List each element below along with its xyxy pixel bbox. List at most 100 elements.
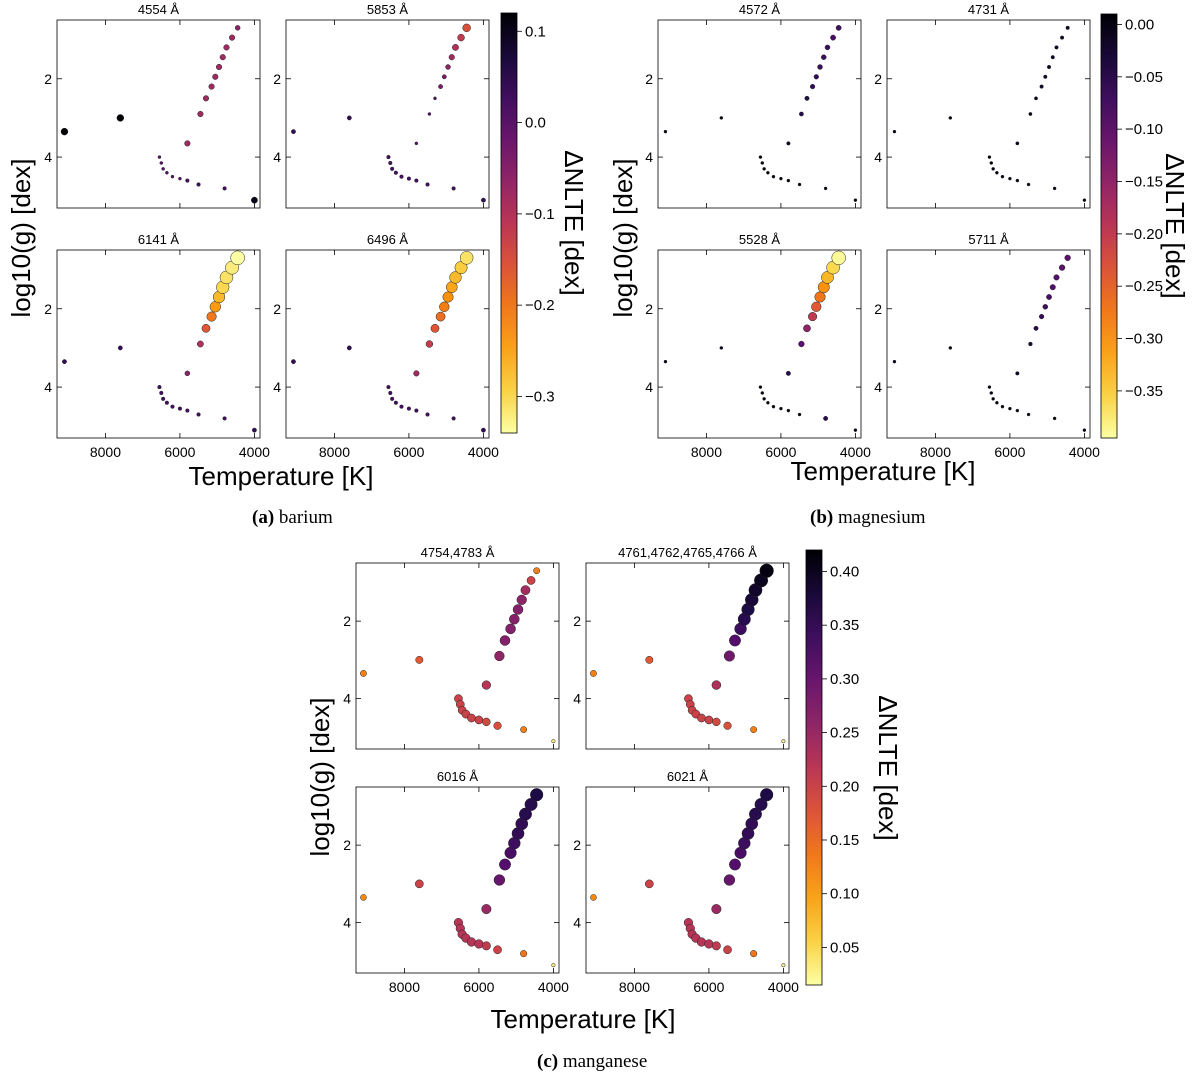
y-tick-label: 2 bbox=[44, 301, 52, 317]
data-point bbox=[1082, 428, 1087, 432]
x-tick-label: 8000 bbox=[619, 979, 650, 995]
data-point bbox=[1015, 178, 1020, 183]
data-point bbox=[760, 391, 765, 395]
data-point bbox=[1082, 198, 1087, 202]
data-point bbox=[771, 174, 776, 179]
y-tick-label: 2 bbox=[573, 837, 581, 853]
data-point bbox=[170, 174, 175, 179]
x-tick-label: 6000 bbox=[693, 979, 724, 995]
caption-label: (c) bbox=[537, 1051, 559, 1072]
data-point bbox=[831, 250, 846, 266]
data-point bbox=[663, 129, 668, 134]
data-point bbox=[1034, 96, 1038, 101]
panel-title: 5853 Å bbox=[367, 2, 409, 17]
colorbar-tick-label: 0.15 bbox=[830, 832, 859, 849]
data-point bbox=[1039, 84, 1044, 89]
caption-magnesium: (b) magnesium bbox=[810, 507, 926, 529]
data-point bbox=[474, 939, 484, 949]
data-point bbox=[853, 198, 858, 202]
data-point bbox=[509, 613, 520, 625]
data-point bbox=[157, 155, 162, 159]
colorbar-tick-label: −0.3 bbox=[525, 388, 555, 405]
x-tick-label: 4000 bbox=[538, 979, 569, 995]
data-point bbox=[551, 739, 556, 744]
data-point bbox=[60, 127, 69, 136]
y-axis-label: log10(g) [dex] bbox=[6, 159, 36, 318]
colorbar-tick-label: 0.30 bbox=[830, 671, 859, 688]
data-point bbox=[711, 680, 722, 690]
caption-text: manganese bbox=[562, 1051, 648, 1072]
data-point bbox=[835, 24, 842, 31]
data-point bbox=[474, 715, 484, 725]
data-point bbox=[758, 155, 763, 159]
data-point bbox=[645, 879, 654, 889]
plot-frame bbox=[285, 19, 490, 209]
data-point bbox=[433, 96, 437, 101]
data-point bbox=[164, 400, 169, 405]
data-point bbox=[1026, 182, 1031, 187]
data-point bbox=[202, 95, 210, 102]
data-point bbox=[206, 311, 217, 322]
data-point bbox=[197, 340, 204, 348]
data-point bbox=[251, 196, 258, 204]
x-tick-label: 8000 bbox=[90, 444, 121, 460]
y-tick-label: 4 bbox=[44, 379, 52, 395]
data-point bbox=[519, 807, 532, 821]
panel-title: 4731 Å bbox=[968, 2, 1010, 17]
x-tick-label: 6000 bbox=[994, 444, 1025, 460]
y-tick-label: 2 bbox=[645, 301, 653, 317]
data-point bbox=[425, 340, 434, 348]
x-tick-label: 8000 bbox=[319, 444, 350, 460]
data-point bbox=[346, 345, 352, 351]
data-point bbox=[697, 713, 706, 723]
data-point bbox=[230, 250, 245, 266]
data-point bbox=[1060, 35, 1065, 40]
data-point bbox=[360, 670, 367, 677]
x-tick-label: 4000 bbox=[768, 979, 799, 995]
data-point bbox=[219, 54, 226, 61]
y-tick-label: 4 bbox=[273, 149, 281, 165]
data-point bbox=[1046, 294, 1052, 300]
caption-text: magnesium bbox=[837, 507, 926, 528]
data-point bbox=[346, 115, 352, 121]
data-point bbox=[520, 585, 531, 595]
x-axis-label: Temperature [K] bbox=[189, 461, 374, 491]
data-point bbox=[414, 178, 419, 183]
data-point bbox=[388, 160, 393, 166]
plot-frame bbox=[585, 562, 790, 750]
data-point bbox=[1052, 416, 1057, 421]
colorbar bbox=[500, 12, 518, 434]
data-point bbox=[823, 415, 829, 421]
x-tick-label: 4000 bbox=[1069, 444, 1100, 460]
data-point bbox=[811, 301, 822, 312]
data-point bbox=[386, 155, 391, 160]
data-point bbox=[427, 112, 432, 116]
y-tick-label: 4 bbox=[573, 691, 581, 707]
data-point bbox=[425, 412, 430, 417]
data-point bbox=[451, 416, 456, 421]
y-tick-label: 4 bbox=[573, 915, 581, 931]
data-point bbox=[987, 385, 992, 389]
data-point bbox=[1042, 304, 1049, 310]
data-point bbox=[723, 874, 736, 886]
data-point bbox=[1008, 176, 1012, 181]
panel-title: 6021 Å bbox=[667, 769, 709, 784]
data-point bbox=[808, 312, 818, 322]
data-point bbox=[393, 170, 398, 175]
data-point bbox=[781, 739, 786, 744]
data-point bbox=[161, 396, 166, 401]
data-point bbox=[719, 346, 724, 350]
data-point bbox=[760, 788, 774, 802]
data-point bbox=[159, 161, 164, 165]
data-point bbox=[520, 726, 527, 734]
data-point bbox=[704, 715, 714, 725]
data-point bbox=[438, 84, 443, 89]
y-tick-label: 2 bbox=[44, 71, 52, 87]
data-point bbox=[222, 416, 227, 421]
data-point bbox=[448, 54, 455, 61]
data-point bbox=[853, 428, 858, 432]
data-point bbox=[1000, 404, 1005, 409]
caption-text: barium bbox=[278, 507, 333, 528]
data-point bbox=[222, 186, 227, 191]
y-tick-label: 4 bbox=[874, 379, 882, 395]
